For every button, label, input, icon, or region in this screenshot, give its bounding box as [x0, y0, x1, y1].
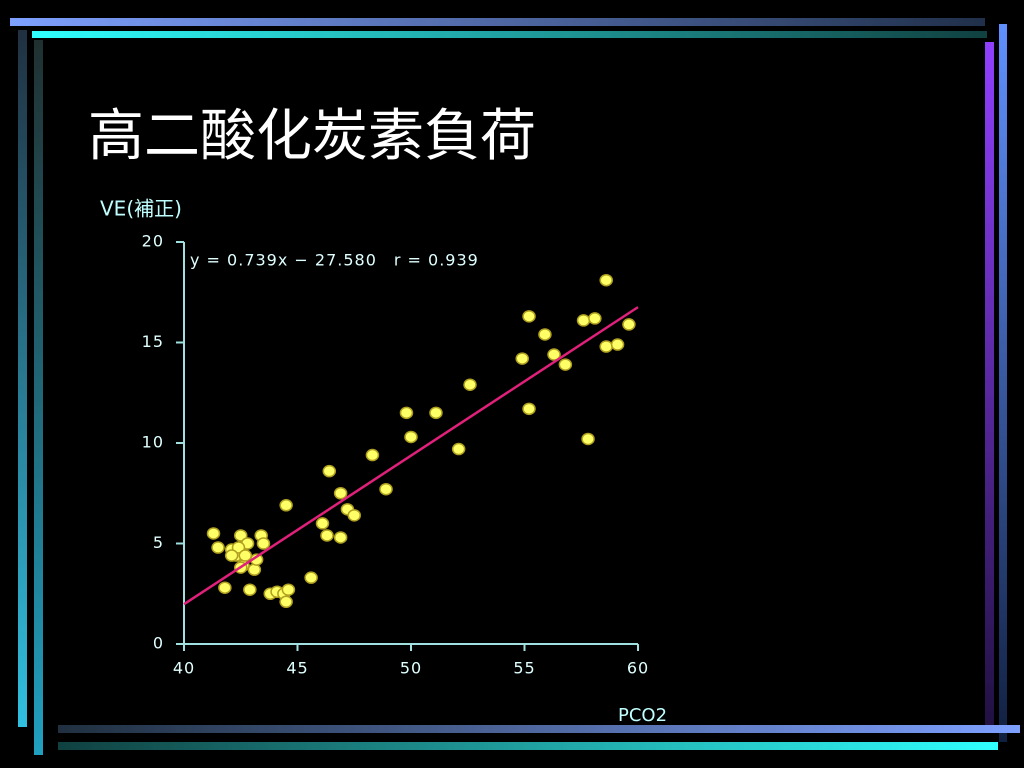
decoration	[10, 18, 1020, 755]
point	[211, 541, 225, 554]
point	[576, 314, 591, 327]
point	[206, 527, 221, 540]
point	[515, 352, 529, 365]
point	[234, 529, 248, 542]
point	[538, 328, 552, 341]
x-tick-label: 50	[400, 659, 422, 678]
x-tick-label: 45	[286, 659, 308, 678]
point	[333, 531, 348, 544]
slide-title: 高二酸化炭素負荷	[88, 104, 536, 169]
point	[451, 442, 466, 456]
point	[558, 358, 573, 371]
point	[218, 581, 232, 594]
point	[599, 340, 613, 353]
point	[547, 348, 561, 361]
point	[347, 509, 361, 522]
point	[522, 310, 536, 323]
point	[243, 583, 257, 596]
point	[429, 406, 443, 420]
y-axis-label: VE(補正)	[100, 197, 182, 221]
y-tick-label: 5	[153, 533, 164, 552]
point	[322, 464, 337, 478]
trendline	[183, 306, 639, 606]
point	[333, 487, 348, 500]
y-tick-label: 0	[153, 634, 164, 653]
point	[231, 541, 246, 554]
point	[315, 517, 330, 530]
annotation: y = 0.739x − 27.580 r = 0.939	[190, 251, 479, 270]
point	[399, 406, 414, 420]
point	[365, 448, 380, 462]
point	[281, 583, 296, 596]
point	[279, 595, 293, 609]
point	[404, 430, 418, 444]
point	[581, 432, 595, 446]
point	[622, 318, 636, 331]
point	[304, 571, 318, 584]
x-tick-label: 40	[173, 659, 195, 678]
point	[224, 549, 239, 562]
point	[599, 273, 613, 287]
point	[588, 312, 602, 325]
point	[522, 402, 536, 416]
point	[238, 549, 253, 562]
point	[256, 537, 271, 550]
point	[279, 499, 293, 512]
point	[320, 529, 334, 542]
point	[463, 378, 477, 391]
x-tick-label: 60	[627, 659, 649, 678]
y-tick-label: 20	[142, 232, 164, 251]
x-axis-label: PCO2	[618, 705, 667, 726]
point	[379, 482, 393, 496]
point	[247, 563, 262, 576]
y-tick-label: 10	[142, 433, 164, 452]
x-tick-label: 55	[513, 659, 535, 678]
y-tick-label: 15	[142, 332, 164, 351]
point	[610, 338, 625, 351]
